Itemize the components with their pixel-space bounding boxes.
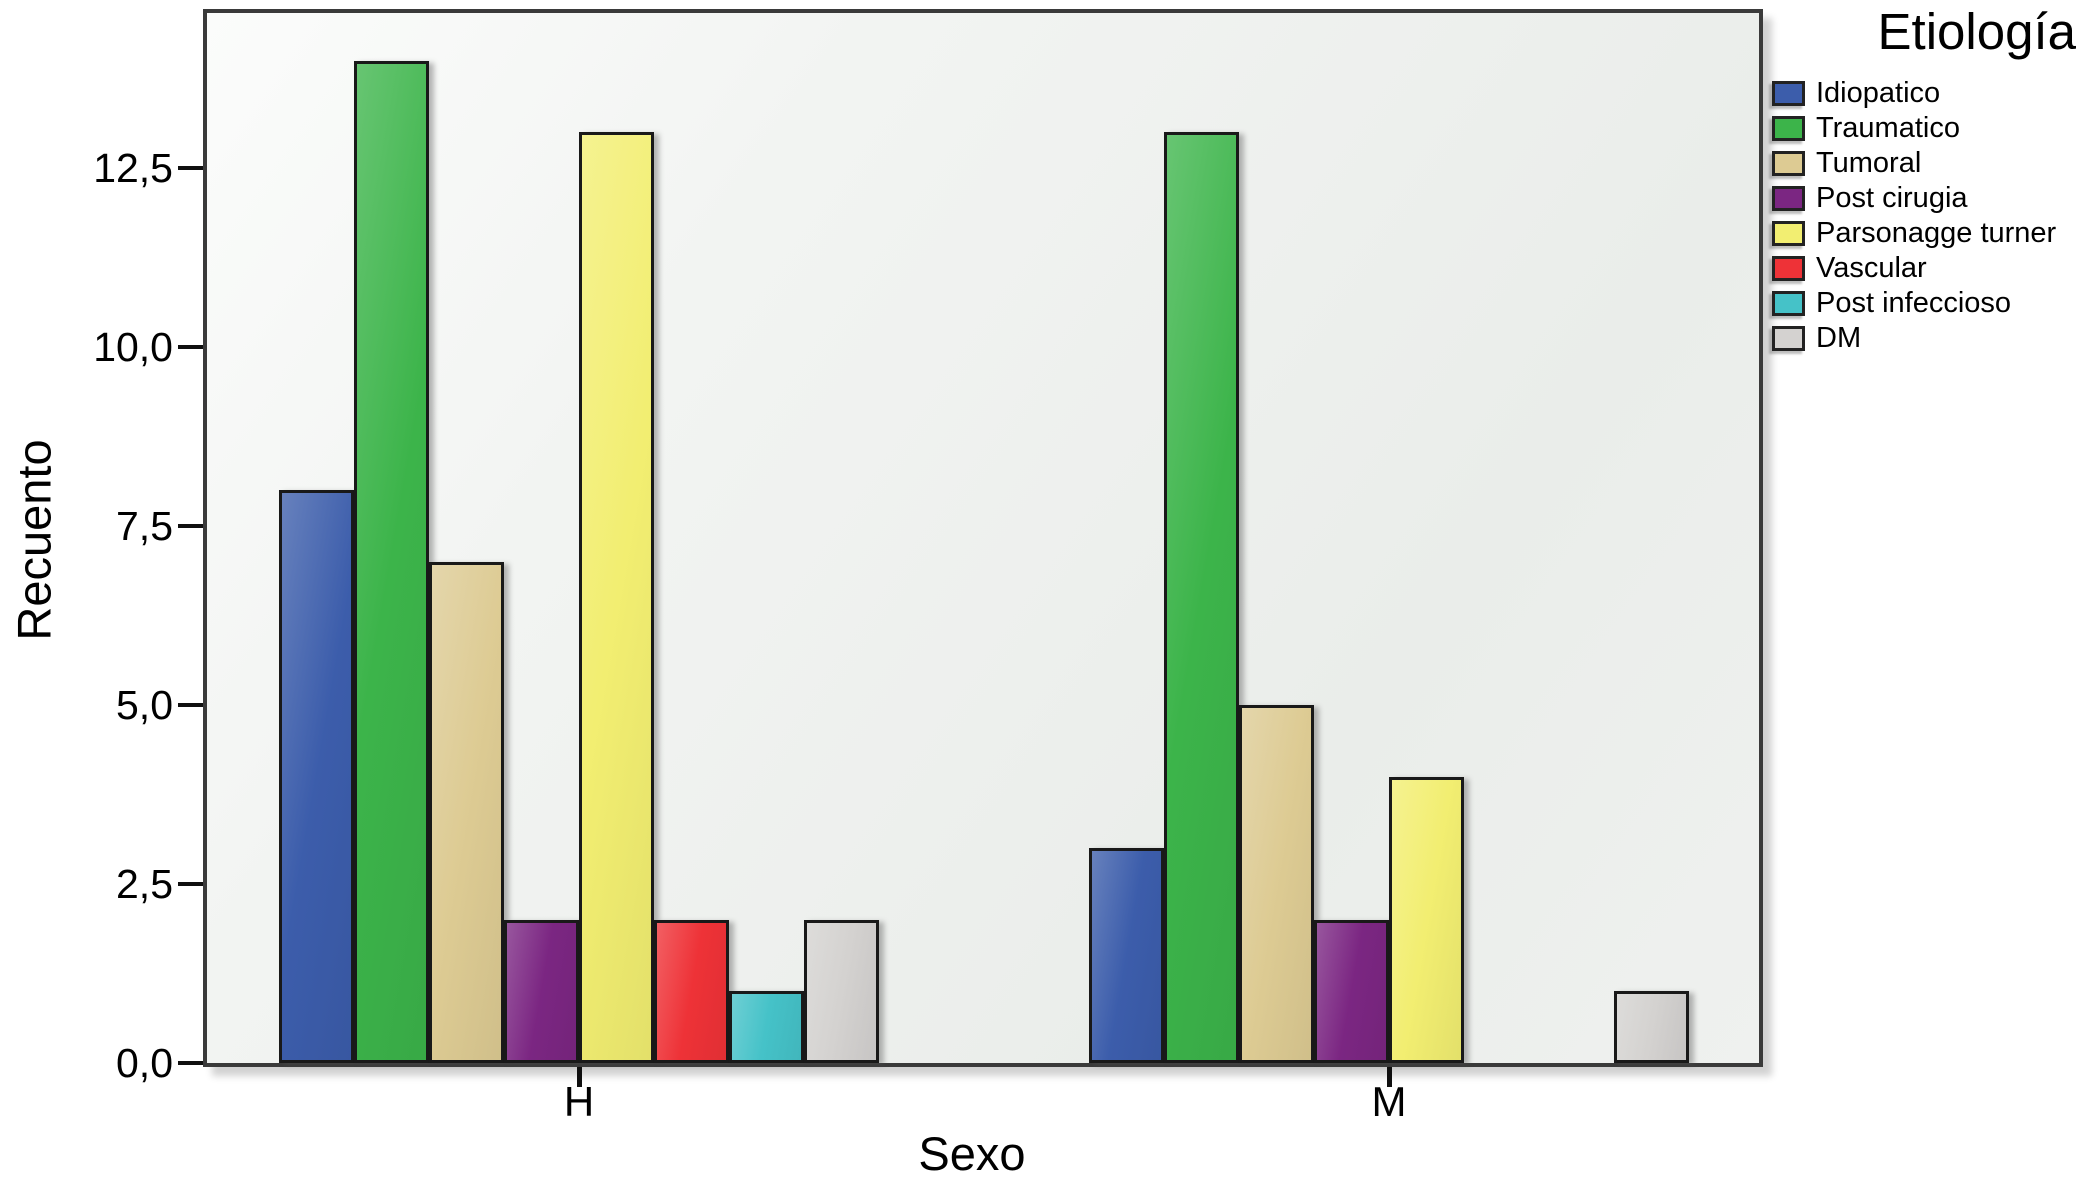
y-tick-label-0,0: 0,0 [116, 1040, 173, 1086]
bar-dm-m [1614, 991, 1689, 1063]
x-tick-label-h: H [563, 1078, 595, 1125]
legend-label-dm: DM [1816, 322, 1862, 354]
legend-label-post-cirugia: Post cirugia [1816, 182, 1968, 214]
legend-rows: Idiopatico Traumatico Tumoral Post cirugia P… [1772, 76, 2078, 356]
bars-layer [207, 13, 1759, 1063]
y-tick-label-2,5: 2,5 [116, 861, 173, 907]
legend-title: Etiología [1877, 3, 2076, 60]
y-tick-mark-7,5 [178, 524, 203, 528]
y-tick-label-12,5: 12,5 [93, 145, 173, 191]
x-axis-title: Sexo [918, 1127, 1026, 1180]
bar-post-cirugia-h [504, 920, 579, 1063]
y-tick-label-5,0: 5,0 [116, 682, 173, 728]
y-tick-mark-2,5 [178, 882, 203, 886]
bar-traumatico-m [1164, 132, 1239, 1063]
legend-label-vascular: Vascular [1816, 252, 1927, 284]
bar-dm-h [804, 920, 879, 1063]
legend-row-traumatico: Traumatico [1772, 111, 2078, 146]
bar-vascular-h [654, 920, 729, 1063]
bar-post-infeccioso-h [729, 991, 804, 1063]
y-tick-mark-5,0 [178, 703, 203, 707]
legend-label-traumatico: Traumatico [1816, 112, 1960, 144]
legend-swatch-parsonagge-turner [1772, 221, 1805, 246]
y-axis-title: Recuento [7, 439, 61, 641]
y-tick-mark-0,0 [178, 1061, 203, 1065]
legend-label-tumoral: Tumoral [1816, 147, 1922, 179]
legend-row-post-infeccioso: Post infeccioso [1772, 286, 2078, 321]
bar-idiopatico-h [279, 490, 354, 1063]
x-tick-label-m: M [1371, 1078, 1407, 1125]
bar-idiopatico-m [1089, 848, 1164, 1063]
bar-traumatico-h [354, 61, 429, 1063]
legend-row-post-cirugia: Post cirugia [1772, 181, 2078, 216]
plot-area [203, 9, 1763, 1067]
legend-row-idiopatico: Idiopatico [1772, 76, 2078, 111]
legend-row-dm: DM [1772, 321, 2078, 356]
legend-swatch-traumatico [1772, 116, 1805, 141]
legend-swatch-dm [1772, 326, 1805, 351]
legend-label-parsonagge-turner: Parsonagge turner [1816, 217, 2057, 249]
legend-swatch-post-cirugia [1772, 186, 1805, 211]
legend-label-post-infeccioso: Post infeccioso [1816, 287, 2012, 319]
x-tick-mark-h [577, 1067, 582, 1087]
legend-row-tumoral: Tumoral [1772, 146, 2078, 181]
x-tick-mark-m [1387, 1067, 1392, 1087]
legend: Etiología Idiopatico Traumatico Tumoral Pos… [1772, 0, 2078, 356]
bar-tumoral-m [1239, 705, 1314, 1063]
bar-post-cirugia-m [1314, 920, 1389, 1063]
y-tick-mark-12,5 [178, 166, 203, 170]
bar-parsonagge-turner-m [1389, 777, 1464, 1063]
legend-row-vascular: Vascular [1772, 251, 2078, 286]
legend-row-parsonagge-turner: Parsonagge turner [1772, 216, 2078, 251]
legend-swatch-vascular [1772, 256, 1805, 281]
y-tick-label-7,5: 7,5 [116, 503, 173, 549]
legend-swatch-post-infeccioso [1772, 291, 1805, 316]
legend-label-idiopatico: Idiopatico [1816, 77, 1941, 109]
bar-tumoral-h [429, 562, 504, 1063]
legend-swatch-idiopatico [1772, 81, 1805, 106]
y-tick-label-10,0: 10,0 [93, 324, 173, 370]
bar-parsonagge-turner-h [579, 132, 654, 1063]
legend-swatch-tumoral [1772, 151, 1805, 176]
y-tick-mark-10,0 [178, 345, 203, 349]
